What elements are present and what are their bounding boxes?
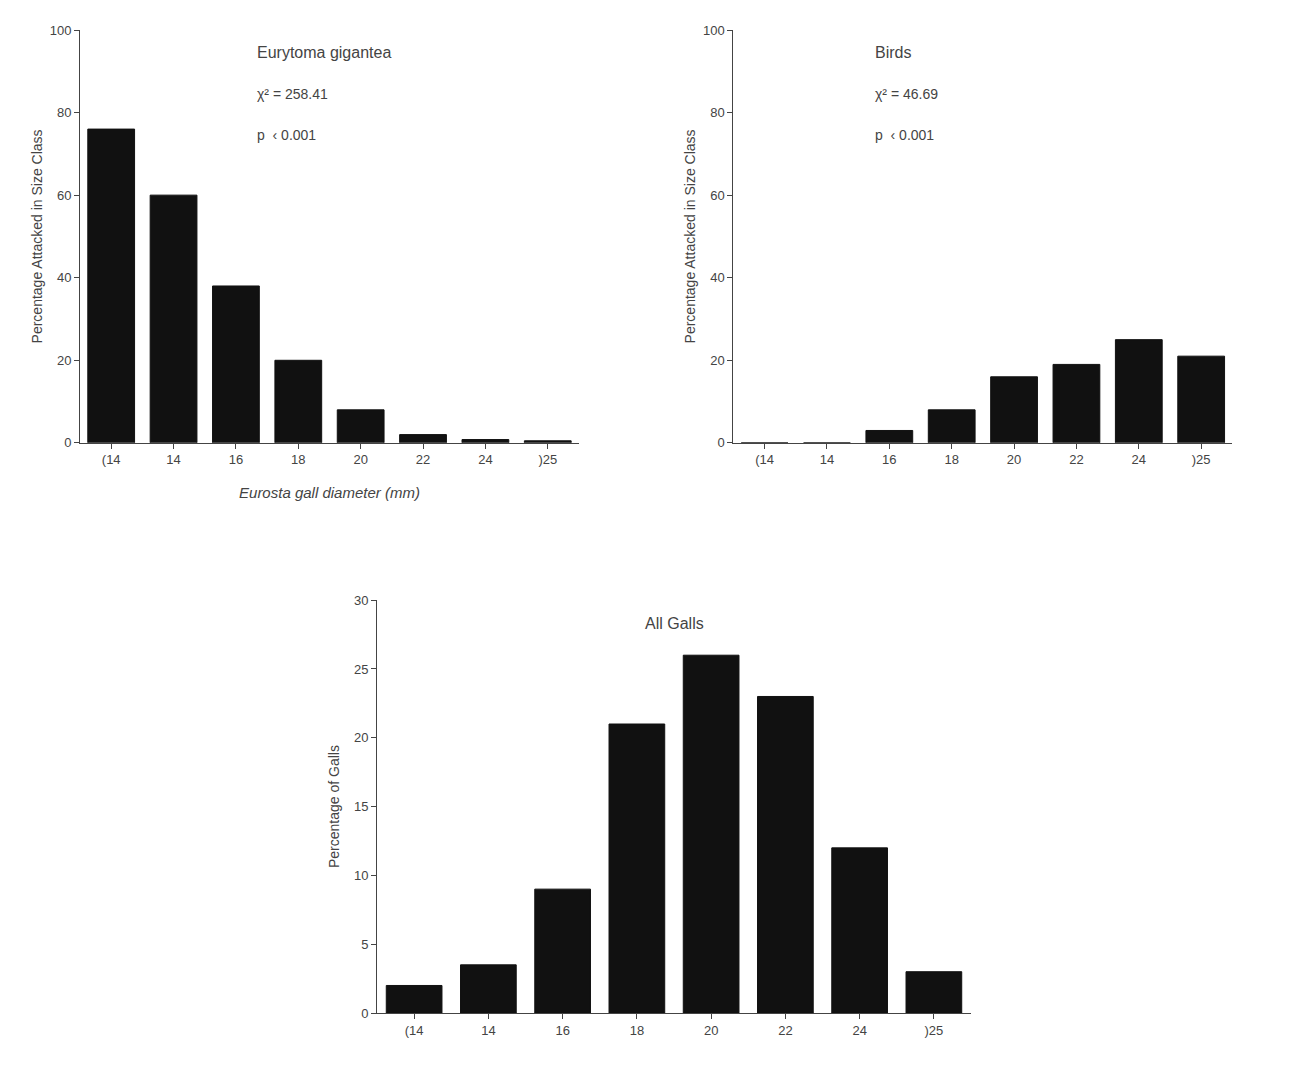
- svg-text:0: 0: [64, 435, 71, 450]
- svg-text:0: 0: [361, 1006, 368, 1021]
- svg-text:Percentage Attacked in Size Cl: Percentage Attacked in Size Class: [682, 129, 698, 343]
- svg-text:(14: (14: [102, 452, 121, 467]
- svg-text:p ‹ 0.001: p ‹ 0.001: [875, 127, 934, 143]
- svg-text:16: 16: [229, 452, 243, 467]
- svg-text:20: 20: [57, 353, 71, 368]
- svg-text:14: 14: [481, 1023, 495, 1038]
- svg-text:80: 80: [710, 105, 724, 120]
- svg-text:22: 22: [416, 452, 430, 467]
- svg-text:Percentage of Galls: Percentage of Galls: [326, 745, 342, 868]
- svg-text:60: 60: [57, 188, 71, 203]
- svg-text:All Galls: All Galls: [645, 615, 704, 632]
- svg-text:16: 16: [882, 452, 896, 467]
- svg-text:)25: )25: [1192, 452, 1211, 467]
- svg-text:22: 22: [778, 1023, 792, 1038]
- svg-text:p ‹ 0.001: p ‹ 0.001: [257, 127, 316, 143]
- svg-text:0: 0: [718, 435, 725, 450]
- svg-text:80: 80: [57, 105, 71, 120]
- svg-text:20: 20: [710, 353, 724, 368]
- svg-text:)25: )25: [538, 452, 557, 467]
- svg-text:5: 5: [361, 937, 368, 952]
- svg-text:60: 60: [710, 188, 724, 203]
- svg-text:χ² = 258.41: χ² = 258.41: [257, 86, 328, 102]
- svg-text:24: 24: [1132, 452, 1146, 467]
- svg-text:20: 20: [704, 1023, 718, 1038]
- svg-text:20: 20: [1007, 452, 1021, 467]
- svg-text:(14: (14: [405, 1023, 424, 1038]
- svg-text:Eurytoma gigantea: Eurytoma gigantea: [257, 44, 391, 61]
- svg-text:)25: )25: [924, 1023, 943, 1038]
- svg-text:18: 18: [630, 1023, 644, 1038]
- svg-text:30: 30: [354, 593, 368, 608]
- svg-text:100: 100: [50, 23, 72, 38]
- svg-text:Birds: Birds: [875, 44, 911, 61]
- svg-text:40: 40: [57, 270, 71, 285]
- svg-text:18: 18: [944, 452, 958, 467]
- svg-text:25: 25: [354, 662, 368, 677]
- svg-text:22: 22: [1069, 452, 1083, 467]
- svg-text:18: 18: [291, 452, 305, 467]
- svg-text:20: 20: [353, 452, 367, 467]
- svg-text:16: 16: [555, 1023, 569, 1038]
- svg-text:10: 10: [354, 868, 368, 883]
- svg-text:24: 24: [478, 452, 492, 467]
- svg-text:100: 100: [703, 23, 725, 38]
- svg-text:20: 20: [354, 730, 368, 745]
- svg-text:15: 15: [354, 799, 368, 814]
- svg-text:14: 14: [166, 452, 180, 467]
- svg-text:40: 40: [710, 270, 724, 285]
- svg-text:(14: (14: [755, 452, 774, 467]
- svg-text:χ² = 46.69: χ² = 46.69: [875, 86, 938, 102]
- svg-text:Eurosta gall diameter (mm): Eurosta gall diameter (mm): [239, 484, 420, 501]
- svg-text:Percentage Attacked in Size Cl: Percentage Attacked in Size Class: [29, 129, 45, 343]
- svg-text:24: 24: [852, 1023, 866, 1038]
- svg-text:14: 14: [820, 452, 834, 467]
